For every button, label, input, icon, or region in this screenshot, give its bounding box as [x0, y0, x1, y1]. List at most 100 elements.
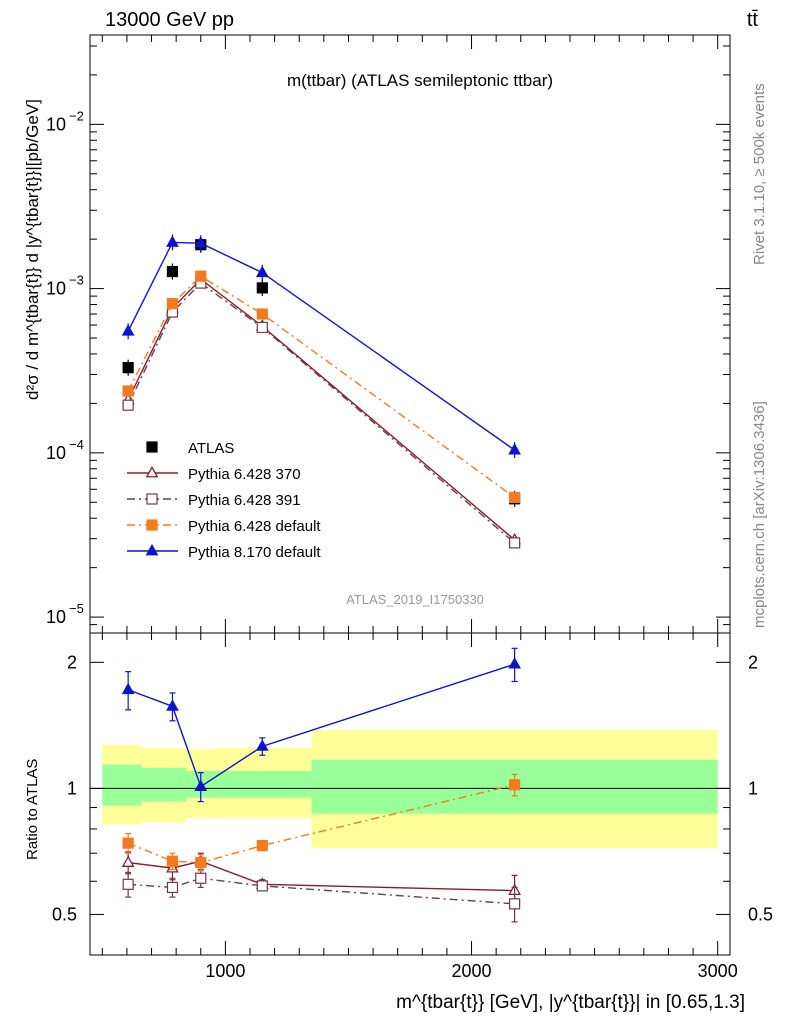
- main-y-axis-label: d²σ / d m^{tbar{t}} d |y^{tbar{t}}|[pb/G…: [23, 99, 42, 400]
- ratio-bands: [102, 729, 718, 849]
- x-tick-label: 3000: [698, 961, 738, 981]
- ratio-point: [256, 840, 268, 852]
- legend-entry: Pythia 6.428 370: [127, 465, 301, 483]
- main-y-axis: 10−510−410−310−2: [46, 35, 730, 634]
- ratio-point: [195, 856, 207, 869]
- y-tick-label-exp: −2: [69, 108, 84, 123]
- y-tick-label: 10: [46, 607, 66, 627]
- data-point: [255, 265, 269, 278]
- rivet-label: Rivet 3.1.10, ≥ 500k events: [751, 83, 768, 265]
- ratio-point: [509, 898, 521, 910]
- legend-label: Pythia 6.428 370: [188, 466, 301, 483]
- main-panel: 10−510−410−310−2 m(ttbar) (ATLAS semilep…: [23, 34, 731, 634]
- ratio-point: [121, 682, 135, 695]
- series-line: [127, 282, 516, 544]
- ratio-point: [194, 779, 208, 791]
- legend-entry: Pythia 6.428 391: [127, 492, 301, 509]
- legend-label: Pythia 6.428 default: [188, 518, 321, 535]
- ratio-panel: 0.5 0.5 1 1 2 2 1000 2000 3000 Ratio to ATLAS m^…: [24, 632, 773, 1013]
- y-tick-label: 10: [46, 279, 66, 299]
- data-point: [166, 235, 179, 247]
- series-atlas: [122, 236, 521, 507]
- ratio-point: [166, 881, 179, 894]
- legend-marker: [145, 465, 159, 478]
- data-point: [194, 236, 208, 248]
- legend-marker: [145, 543, 159, 556]
- legend-label: Pythia 8.170 default: [188, 544, 321, 561]
- legend-entry: ATLAS: [146, 440, 234, 457]
- ratio-point: [195, 872, 207, 884]
- main-frame: [89, 34, 731, 634]
- data-point: [166, 265, 179, 278]
- ratio-series-pythia-6-428-370: [121, 851, 521, 908]
- x-tick-label: 1000: [205, 961, 245, 981]
- y-tick-label-exp: −5: [69, 601, 84, 616]
- ratio-point: [509, 779, 521, 791]
- data-point: [122, 362, 134, 374]
- ratio-point: [122, 878, 134, 890]
- ratio-point: [166, 699, 179, 711]
- legend-marker: [146, 441, 158, 453]
- main-data-layer: [121, 234, 521, 549]
- legend-marker: [146, 519, 158, 531]
- data-point: [508, 442, 521, 455]
- legend-entry: Pythia 8.170 default: [127, 543, 321, 561]
- data-point: [509, 491, 521, 504]
- ratio-frame: [89, 632, 731, 956]
- y-tick-label-exp: −3: [69, 273, 84, 288]
- ratio-point: [166, 855, 179, 867]
- ratio-y-tick-label-right: 1: [748, 778, 758, 798]
- ratio-point: [255, 739, 269, 751]
- ratio-point: [256, 880, 268, 892]
- y-tick-label-exp: −4: [69, 437, 84, 452]
- ratio-y-tick-label-left: 1: [67, 778, 77, 798]
- data-point: [122, 385, 134, 397]
- ratio-data-layer: [121, 647, 521, 923]
- data-point: [256, 282, 268, 294]
- data-point: [121, 324, 135, 336]
- process-label: tt̄: [747, 9, 759, 31]
- ratio-line: [128, 877, 515, 905]
- x-tick-label: 2000: [452, 961, 492, 981]
- legend-label: Pythia 6.428 391: [188, 492, 301, 509]
- energy-label: 13000 GeV pp: [105, 9, 234, 31]
- band-inner: [141, 767, 186, 802]
- ratio-axes: 0.5 0.5 1 1 2 2 1000 2000 3000: [52, 633, 773, 981]
- y-tick-label: 10: [46, 443, 66, 463]
- data-point: [195, 270, 207, 282]
- ratio-series-pythia-8-170-default: [121, 647, 521, 803]
- y-tick-label: 10: [46, 114, 66, 134]
- legend-label: ATLAS: [188, 440, 234, 457]
- data-point: [256, 321, 268, 334]
- series-pythia-8-170-default: [121, 234, 521, 459]
- legend-entry: Pythia 6.428 default: [127, 518, 321, 535]
- legend: ATLAS Pythia 6.428 370 Pythia 6.428 391 Pyt…: [127, 440, 321, 561]
- ratio-point: [508, 657, 521, 669]
- ratio-series-pythia-6-428-391: [122, 868, 521, 923]
- analysis-label: ATLAS_2019_I1750330: [346, 592, 484, 607]
- ratio-y-tick-label-right: 2: [748, 652, 758, 672]
- band-inner: [102, 764, 142, 806]
- data-point: [256, 308, 268, 320]
- ratio-point: [121, 855, 135, 867]
- chart-title: m(ttbar) (ATLAS semileptonic ttbar): [287, 71, 553, 90]
- data-point: [166, 298, 179, 310]
- x-axis-label: m^{tbar{t}} [GeV], |y^{tbar{t}}| in [0.6…: [396, 992, 745, 1013]
- series-pythia-6-428-391: [122, 277, 521, 549]
- data-point: [509, 537, 521, 549]
- ratio-y-tick-label-left: 0.5: [52, 904, 77, 924]
- ratio-series-pythia-6-428-default: [122, 773, 521, 872]
- data-point: [122, 399, 134, 411]
- ratio-y-axis-label: Ratio to ATLAS: [24, 759, 41, 860]
- series-line: [127, 275, 516, 499]
- series-pythia-6-428-default: [122, 270, 521, 504]
- legend-marker: [146, 493, 158, 505]
- band-inner: [213, 771, 312, 798]
- ratio-y-tick-label-left: 2: [67, 652, 77, 672]
- ratio-y-tick-label-right: 0.5: [748, 904, 773, 924]
- series-line: [127, 241, 516, 451]
- ratio-line: [128, 860, 515, 892]
- mcplots-label: mcplots.cern.ch [arXiv:1306.3436]: [751, 401, 768, 628]
- ratio-point: [122, 837, 134, 849]
